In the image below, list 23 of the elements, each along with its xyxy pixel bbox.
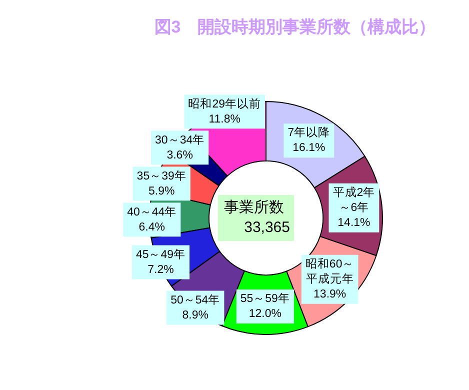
slice-label: 40～44年 bbox=[127, 205, 177, 218]
data-label: 3.6% bbox=[166, 149, 193, 162]
data-label: 6.4% bbox=[138, 221, 165, 234]
data-label: 14.1% bbox=[338, 217, 370, 230]
slice-label: 35～39年 bbox=[136, 169, 186, 182]
slice-label: 55～59年 bbox=[240, 292, 290, 306]
slice-label: 7年以降 bbox=[288, 126, 330, 140]
slice-label: 30～34年 bbox=[155, 133, 205, 146]
data-label: 11.8% bbox=[208, 113, 240, 126]
chart-title: 図3 開設時期別事業所数（構成比） bbox=[154, 18, 436, 37]
slice-label: 昭和29年以前 bbox=[188, 97, 261, 110]
text: 事業所数 bbox=[224, 199, 284, 216]
data-label: 12.0% bbox=[248, 308, 282, 320]
data-label: 8.9% bbox=[182, 309, 209, 322]
data-label: 7.2% bbox=[148, 264, 174, 276]
data-label: 16.1% bbox=[292, 142, 326, 154]
slice-label: 45～49年 bbox=[136, 248, 186, 261]
data-label: 13.9% bbox=[314, 288, 346, 301]
slice-label: 昭和60～平成元年 bbox=[305, 258, 354, 286]
data-label: 5.9% bbox=[148, 185, 175, 198]
slice-label: 50～54年 bbox=[170, 293, 220, 306]
slice-label: 平成2年～6年 bbox=[332, 186, 376, 214]
text: 33,365 bbox=[244, 219, 290, 236]
